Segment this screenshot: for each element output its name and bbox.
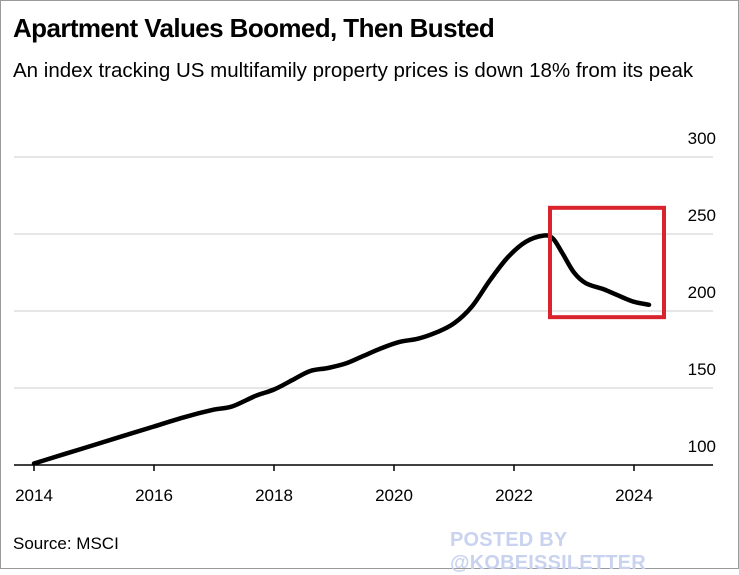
chart-title: Apartment Values Boomed, Then Busted bbox=[13, 13, 495, 43]
highlight-box-0 bbox=[548, 205, 666, 320]
series-line-0 bbox=[31, 233, 652, 466]
x-tick-label-2016: 2016 bbox=[135, 486, 173, 505]
y-tick-label-250: 250 bbox=[688, 206, 716, 225]
gridlines bbox=[14, 156, 713, 389]
x-tick-label-2014: 2014 bbox=[15, 486, 53, 505]
x-tick-label-2020: 2020 bbox=[375, 486, 413, 505]
chart-subtitle: An index tracking US multifamily propert… bbox=[13, 59, 694, 82]
x-tick-label-2024: 2024 bbox=[615, 486, 653, 505]
y-tick-label-150: 150 bbox=[688, 360, 716, 379]
y-tick-label-300: 300 bbox=[688, 129, 716, 148]
x-tick-label-2022: 2022 bbox=[495, 486, 533, 505]
y-tick-label-200: 200 bbox=[688, 283, 716, 302]
annotations bbox=[548, 205, 666, 320]
source-note: Source: MSCI bbox=[13, 534, 119, 553]
axes bbox=[14, 464, 713, 471]
y-tick-label-100: 100 bbox=[688, 437, 716, 456]
series-lines bbox=[31, 233, 652, 466]
tick-labels: 100 150 200 250 300 2014 2016 2018 2020 2022 2024 bbox=[15, 129, 716, 505]
x-tick-label-2018: 2018 bbox=[255, 486, 293, 505]
watermark: POSTED BY @KOBEISSILETTER bbox=[450, 529, 646, 574]
